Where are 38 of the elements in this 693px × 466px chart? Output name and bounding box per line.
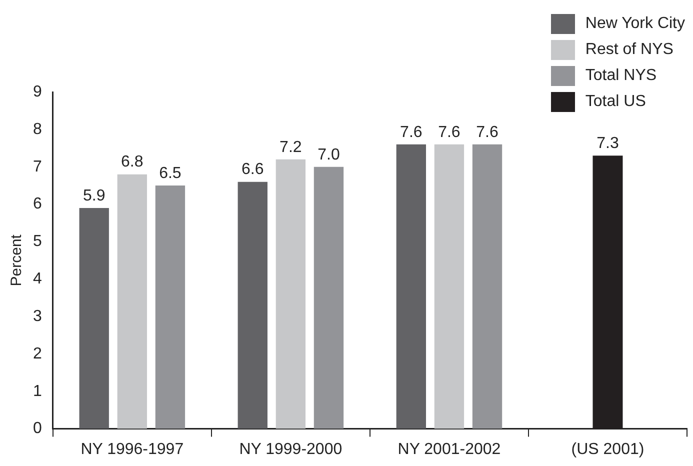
data-label: 6.6: [242, 161, 264, 178]
legend-label: Total US: [585, 93, 646, 111]
y-tick-label: 8: [32, 120, 42, 138]
y-tick-label: 5: [32, 233, 42, 250]
x-tick-label: NY 1999-2000: [239, 440, 342, 458]
bar: [79, 208, 109, 429]
x-tick-label: (US 2001): [571, 440, 644, 458]
y-tick-label: 6: [32, 196, 42, 213]
legend-label: New York City: [585, 15, 685, 33]
bar: [434, 144, 464, 429]
legend-label: Rest of NYS: [585, 41, 674, 59]
y-axis-title: Percent: [8, 234, 26, 286]
data-label: 6.8: [121, 154, 144, 171]
y-tick-label: 7: [32, 158, 42, 176]
data-label: 7.2: [280, 138, 302, 156]
data-label: 7.6: [476, 124, 498, 141]
x-tick-label: NY 2001-2002: [398, 440, 501, 458]
y-tick-label: 9: [32, 83, 42, 100]
data-label: 7.3: [596, 135, 619, 152]
data-label: 6.5: [159, 164, 182, 182]
bar: [117, 174, 147, 429]
bar: [238, 182, 268, 429]
bar: [276, 159, 306, 429]
x-tick-label: NY 1996-1997: [80, 440, 184, 458]
data-label: 7.6: [400, 124, 422, 141]
bar: [472, 144, 502, 429]
bar: [155, 186, 186, 429]
y-tick-label: 1: [32, 382, 42, 400]
legend-label: Total NYS: [585, 67, 657, 85]
data-label: 7.0: [318, 146, 340, 164]
data-label: 7.6: [438, 124, 460, 141]
bar: [314, 166, 344, 429]
y-tick-label: 4: [32, 270, 42, 288]
bar: [396, 144, 426, 429]
y-tick-label: 0: [32, 420, 42, 438]
y-tick-label: 3: [32, 308, 42, 325]
y-tick-label: 2: [32, 345, 42, 362]
data-label: 5.9: [82, 187, 106, 204]
